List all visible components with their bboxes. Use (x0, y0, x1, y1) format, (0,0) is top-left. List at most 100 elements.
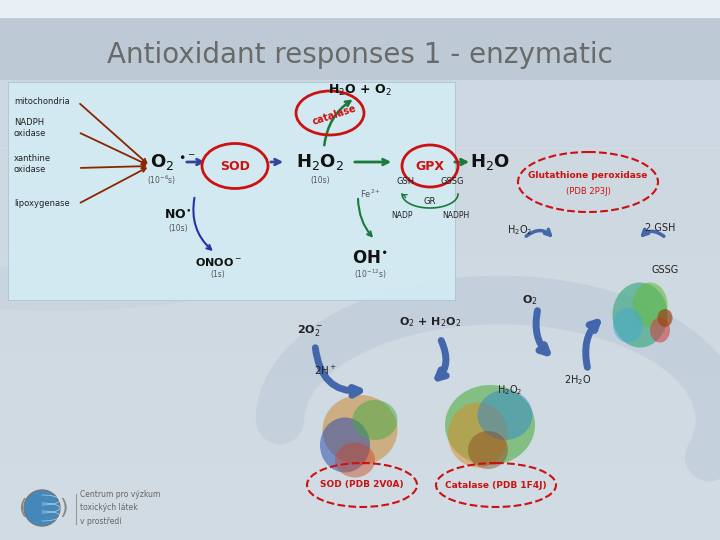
Bar (0, 368, 720, 373)
Bar (0, 242, 720, 248)
Bar (0, 237, 720, 242)
Text: GPX: GPX (415, 159, 444, 172)
Bar (0, 44, 720, 49)
Bar (0, 420, 720, 425)
Circle shape (24, 490, 60, 526)
Bar (0, 446, 720, 451)
Bar (0, 404, 720, 409)
Bar (0, 117, 720, 123)
Bar (0, 295, 720, 300)
Ellipse shape (477, 390, 533, 440)
Bar (0, 33, 720, 39)
Bar (0, 221, 720, 227)
Text: H$_2$O$_2$: H$_2$O$_2$ (498, 383, 523, 397)
Text: H$_2$O + O$_2$: H$_2$O + O$_2$ (328, 83, 392, 98)
Bar (0, 483, 720, 488)
Bar (0, 509, 720, 514)
Text: (10s): (10s) (168, 224, 188, 233)
Text: (: ( (18, 498, 27, 518)
Bar (0, 503, 720, 509)
Bar (0, 190, 720, 195)
Bar (0, 477, 720, 483)
Bar (0, 305, 720, 310)
Bar (0, 76, 720, 80)
Ellipse shape (448, 402, 508, 468)
Text: NO$^{\bullet}$: NO$^{\bullet}$ (164, 208, 192, 221)
Bar (0, 326, 720, 331)
Text: •$^-$: •$^-$ (178, 152, 196, 165)
Bar (0, 399, 720, 404)
Bar (0, 60, 720, 65)
Bar (0, 29, 720, 33)
Bar (0, 415, 720, 420)
Bar (0, 107, 720, 112)
Bar (0, 86, 720, 91)
Bar (0, 456, 720, 462)
Text: (10$^{-6}$s): (10$^{-6}$s) (148, 173, 176, 187)
Text: (1s): (1s) (211, 271, 225, 280)
Bar (0, 154, 720, 159)
Text: GR: GR (424, 198, 436, 206)
Bar (0, 279, 720, 284)
Bar (0, 70, 720, 76)
Bar (0, 362, 720, 368)
Ellipse shape (445, 385, 535, 465)
Text: ): ) (60, 498, 68, 518)
Bar (0, 289, 720, 295)
Bar (0, 321, 720, 326)
Bar (0, 409, 720, 415)
Text: catalase: catalase (311, 103, 357, 127)
Bar (0, 347, 720, 352)
Bar (0, 441, 720, 446)
Ellipse shape (323, 395, 397, 465)
Bar (0, 174, 720, 180)
Text: O$_2$: O$_2$ (150, 152, 174, 172)
Text: 2H$^+$: 2H$^+$ (315, 363, 338, 376)
Text: NADP: NADP (391, 212, 413, 220)
Bar (0, 467, 720, 472)
Bar (0, 211, 720, 217)
Bar (0, 315, 720, 321)
Text: 2 GSH: 2 GSH (645, 223, 675, 233)
Bar (0, 535, 720, 540)
Bar (0, 164, 720, 170)
Text: O$_2$ + H$_2$O$_2$: O$_2$ + H$_2$O$_2$ (399, 315, 461, 329)
Bar (0, 493, 720, 498)
Bar (0, 498, 720, 503)
Bar (0, 519, 720, 524)
Bar (0, 436, 720, 441)
Bar (0, 514, 720, 519)
Bar (0, 80, 720, 86)
Bar (0, 451, 720, 456)
Text: xanthine
oxidase: xanthine oxidase (14, 154, 51, 174)
Text: GSSG: GSSG (652, 265, 679, 275)
Bar (0, 300, 720, 305)
Text: Glutathione peroxidase: Glutathione peroxidase (528, 172, 648, 180)
Bar (0, 143, 720, 148)
Text: (10$^{-12}$s): (10$^{-12}$s) (354, 267, 387, 281)
Bar (0, 96, 720, 102)
Bar (0, 352, 720, 357)
Text: O$_2$: O$_2$ (522, 293, 538, 307)
Bar (0, 227, 720, 232)
Bar (0, 488, 720, 493)
Bar (0, 373, 720, 378)
Bar (0, 112, 720, 117)
Bar (0, 389, 720, 394)
Text: 2O$_2^-$: 2O$_2^-$ (297, 322, 323, 338)
Ellipse shape (320, 417, 370, 472)
Bar (0, 248, 720, 253)
Text: H$_2$O$_2$: H$_2$O$_2$ (508, 223, 533, 237)
Text: SOD (PDB 2V0A): SOD (PDB 2V0A) (320, 481, 404, 489)
Bar (0, 232, 720, 237)
Text: 2H$_2$O: 2H$_2$O (564, 373, 592, 387)
Bar (0, 23, 720, 29)
Bar (0, 530, 720, 535)
Bar (0, 127, 720, 133)
Ellipse shape (657, 309, 672, 327)
Text: Fe$^{2+}$: Fe$^{2+}$ (360, 188, 382, 200)
Text: H$_2$O$_2$: H$_2$O$_2$ (296, 152, 344, 172)
Text: OH$^{\bullet}$: OH$^{\bullet}$ (352, 249, 388, 267)
Bar (0, 258, 720, 264)
Bar (0, 430, 720, 436)
